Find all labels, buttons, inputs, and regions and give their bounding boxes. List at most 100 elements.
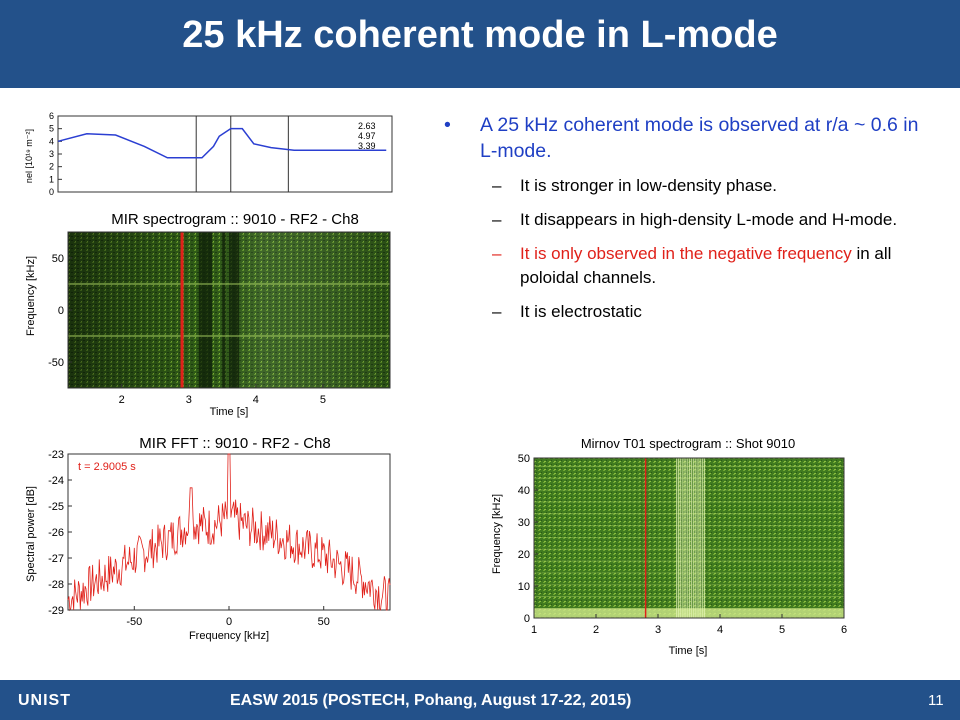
mirnov-y-tick-label: 10 <box>518 581 530 593</box>
mir-fft-series-line <box>67 453 391 612</box>
mir-y-tick-label: 0 <box>58 305 64 317</box>
sub-bullet-dash: – <box>492 176 502 195</box>
mirnov-x-tick-label: 1 <box>531 624 537 636</box>
density-y-tick-label: 5 <box>49 124 54 134</box>
sub-bullet-3-red-a: It is only observed in the negative <box>520 244 773 263</box>
mir-fft-y-tick-label: -24 <box>48 475 64 487</box>
density-markers <box>195 116 289 192</box>
mir-x-tick-label: 3 <box>186 394 192 406</box>
density-series-line <box>57 127 387 159</box>
bullet-main: • A 25 kHz coherent mode is observed at … <box>440 112 930 164</box>
sub-bullet-1-text: It is stronger in low-density phase. <box>520 176 778 195</box>
mirnov-y-tick-label: 20 <box>518 549 530 561</box>
sub-bullet-2: – It disappears in high-density L-mode a… <box>440 208 930 232</box>
mirnov-ylabel-text: Frequency [kHz] <box>491 494 503 574</box>
mir-spectrogram-ylabel-text: Frequency [kHz] <box>25 256 37 336</box>
mir-fft-plot: MIR FFT :: 9010 - RF2 - Ch8 Spectral pow… <box>25 435 391 642</box>
page-number: 11 <box>928 692 944 709</box>
sub-bullet-3: – It is only observed in the negative fr… <box>440 242 930 290</box>
mir-fft-title: MIR FFT :: 9010 - RF2 - Ch8 <box>139 435 330 452</box>
mir-fft-x-tick-label: 0 <box>226 616 232 628</box>
sub-bullet-3-black: in all poloidal channels. <box>520 244 892 287</box>
sub-bullet-dash: – <box>492 210 502 229</box>
mirnov-low-band <box>534 608 844 618</box>
mir-fft-xlabel: Frequency [kHz] <box>189 630 269 642</box>
mirnov-title: Mirnov T01 spectrogram :: Shot 9010 <box>581 436 795 451</box>
density-y-tick-label: 4 <box>49 136 54 146</box>
mir-dark-band <box>198 232 213 388</box>
mirnov-y-ticks: 0 10 20 30 40 50 <box>518 453 538 625</box>
footer-bar: UNIST EASW 2015 (POSTECH, Pohang, August… <box>0 680 960 720</box>
mirnov-y-tick-label: 50 <box>518 453 530 465</box>
mir-fft-x-tick-label: -50 <box>126 616 142 628</box>
mir-fft-frame <box>67 453 391 611</box>
mirnov-x-tick-label: 6 <box>841 624 847 636</box>
mir-x-ticks: 2 3 4 5 <box>119 384 326 406</box>
mir-fft-y-ticks: -23 -24 -25 -26 -27 -28 -29 <box>48 449 72 617</box>
mirnov-ylabel: Frequency [kHz] <box>491 494 503 574</box>
bullet-dot: • <box>444 114 451 136</box>
mirnov-x-tick-label: 3 <box>655 624 661 636</box>
unist-logo: UNIST <box>18 692 71 709</box>
mir-fft-y-tick-label: -28 <box>48 579 64 591</box>
sub-bullet-2-text: It disappears in high-density L-mode and… <box>520 210 898 229</box>
density-plot: nel [10¹⁹ m⁻²] 0 1 2 3 4 5 6 2.634.973.39 <box>24 112 393 197</box>
sub-bullet-3-red-b: frequency <box>777 244 852 263</box>
conference-name: EASW 2015 (POSTECH, Pohang, August 17-22… <box>230 692 632 709</box>
mirnov-x-tick-label: 2 <box>593 624 599 636</box>
sub-bullet-4: – It is electrostatic <box>440 300 930 324</box>
mirnov-field <box>534 458 844 618</box>
mir-spectrogram-xlabel: Time [s] <box>210 406 249 418</box>
mir-spectrogram: MIR spectrogram :: 9010 - RF2 - Ch8 Freq… <box>25 211 391 418</box>
mir-y-tick-label: -50 <box>48 357 64 369</box>
mir-dark-bands <box>198 232 240 388</box>
density-ylabel-text: nel [10¹⁹ m⁻²] <box>24 129 34 183</box>
density-ylabel: nel [10¹⁹ m⁻²] <box>24 129 34 183</box>
mirnov-burst-band <box>676 458 706 618</box>
density-y-tick-label: 6 <box>49 112 54 121</box>
sub-bullet-4-text: It is electrostatic <box>520 302 642 321</box>
mir-spectrogram-title: MIR spectrogram :: 9010 - RF2 - Ch8 <box>111 211 359 228</box>
mirnov-x-ticks: 1 2 3 4 5 6 <box>531 614 847 636</box>
density-y-tick-label: 1 <box>49 174 54 184</box>
slide-title: 25 kHz coherent mode in L-mode <box>182 14 778 56</box>
sub-bullet-dash: – <box>492 244 502 263</box>
density-y-tick-label: 2 <box>49 162 54 172</box>
density-y-tick-label: 3 <box>49 149 54 159</box>
mir-x-tick-label: 2 <box>119 394 125 406</box>
density-y-tick-label: 0 <box>49 187 54 197</box>
mir-fft-x-tick-label: 50 <box>318 616 330 628</box>
mirnov-y-tick-label: 30 <box>518 517 530 529</box>
mir-x-tick-label: 4 <box>253 394 259 406</box>
mir-fft-y-tick-label: -23 <box>48 449 64 461</box>
mirnov-spectrogram: Mirnov T01 spectrogram :: Shot 9010 Freq… <box>491 436 847 657</box>
mir-fft-y-tick-label: -27 <box>48 553 64 565</box>
sub-bullet-dash: – <box>492 302 502 321</box>
mirnov-harmonic-lines <box>534 465 844 618</box>
bullet-main-text: A 25 kHz coherent mode is observed at r/… <box>480 114 919 162</box>
mir-fft-annotation: t = 2.9005 s <box>78 461 136 473</box>
mirnov-y-tick-label: 40 <box>518 485 530 497</box>
mir-dark-band <box>222 232 226 388</box>
mirnov-x-tick-label: 5 <box>779 624 785 636</box>
mirnov-x-tick-label: 4 <box>717 624 723 636</box>
bullet-list: • A 25 kHz coherent mode is observed at … <box>440 112 930 324</box>
density-y-ticks: 0 1 2 3 4 5 6 <box>49 112 62 197</box>
density-annotation: 3.39 <box>358 141 376 151</box>
mir-y-tick-label: 50 <box>52 253 64 265</box>
mir-dark-band <box>229 232 240 388</box>
mir-fft-ylabel: Spectral power [dB] <box>25 486 37 582</box>
mir-coherent-mode-lines <box>68 283 390 337</box>
mir-fft-y-tick-label: -25 <box>48 501 64 513</box>
title-bar: 25 kHz coherent mode in L-mode <box>0 0 960 88</box>
mir-fft-x-ticks: -50 0 50 <box>126 606 330 628</box>
mir-y-ticks: 50 0 -50 <box>48 253 72 369</box>
density-annotations: 2.634.973.39 <box>358 121 376 151</box>
density-annotation: 2.63 <box>358 121 376 131</box>
density-annotation: 4.97 <box>358 131 376 141</box>
mirnov-y-tick-label: 0 <box>524 613 530 625</box>
mirnov-xlabel: Time [s] <box>669 645 708 657</box>
mir-spectrogram-ylabel: Frequency [kHz] <box>25 256 37 336</box>
density-frame <box>57 115 393 193</box>
mir-fft-y-tick-label: -29 <box>48 605 64 617</box>
